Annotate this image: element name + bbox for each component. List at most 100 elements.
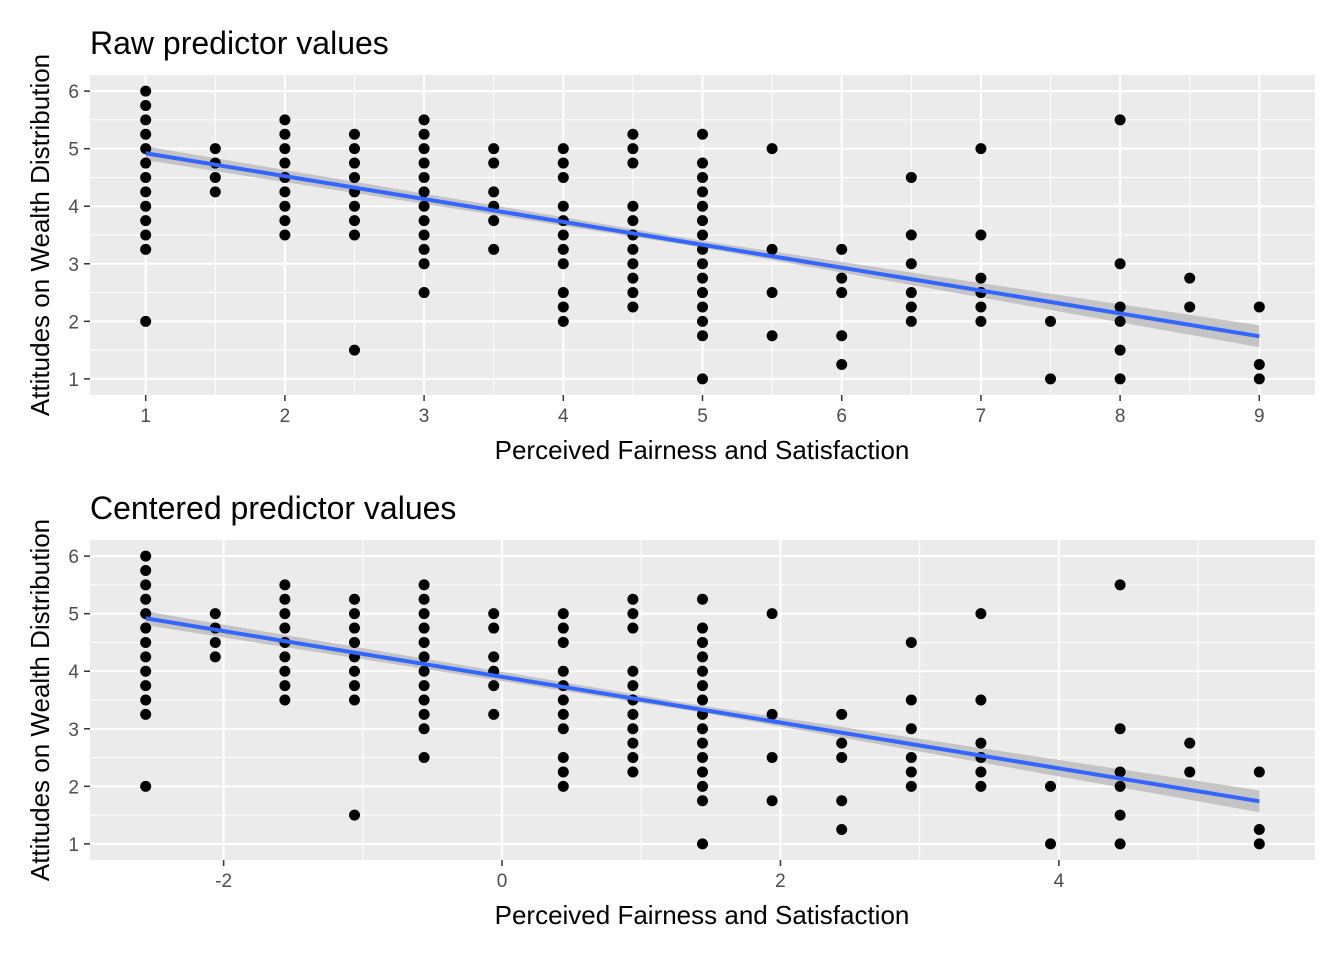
data-point bbox=[836, 737, 848, 749]
data-point bbox=[209, 636, 221, 648]
y-tick-label: 2 bbox=[68, 312, 79, 333]
data-point bbox=[488, 622, 500, 634]
data-point bbox=[488, 215, 500, 227]
y-tick-label: 1 bbox=[68, 835, 79, 856]
data-point bbox=[1114, 579, 1126, 591]
data-point bbox=[1253, 301, 1265, 313]
data-point bbox=[140, 114, 152, 126]
data-point bbox=[557, 315, 569, 327]
y-tick-label: 6 bbox=[68, 547, 79, 568]
data-point bbox=[627, 737, 639, 749]
data-point bbox=[697, 780, 708, 792]
data-point bbox=[140, 622, 152, 634]
data-point bbox=[348, 128, 360, 140]
data-point bbox=[279, 651, 291, 663]
data-point bbox=[627, 680, 639, 692]
data-point bbox=[1253, 838, 1265, 850]
x-axis-label: Perceived Fairness and Satisfaction bbox=[495, 900, 910, 930]
data-point bbox=[1184, 272, 1196, 284]
data-point bbox=[557, 200, 569, 212]
x-tick-label: 9 bbox=[1254, 406, 1265, 427]
data-point bbox=[557, 665, 569, 677]
data-point bbox=[1114, 114, 1126, 126]
data-point bbox=[1114, 766, 1126, 778]
data-point bbox=[836, 358, 848, 370]
data-point bbox=[1114, 258, 1126, 270]
data-point bbox=[627, 301, 639, 313]
data-point bbox=[279, 229, 291, 241]
data-point bbox=[418, 200, 430, 212]
data-point bbox=[1114, 373, 1126, 385]
data-point bbox=[697, 157, 708, 169]
data-point bbox=[975, 766, 987, 778]
data-point bbox=[557, 694, 569, 706]
x-tick-label: 8 bbox=[1115, 406, 1126, 427]
data-point bbox=[766, 243, 778, 255]
data-point bbox=[697, 272, 708, 284]
data-point bbox=[1114, 780, 1126, 792]
data-point bbox=[348, 200, 360, 212]
data-point bbox=[1114, 301, 1126, 313]
data-point bbox=[627, 200, 639, 212]
data-point bbox=[557, 608, 569, 620]
data-point bbox=[557, 287, 569, 299]
data-point bbox=[348, 665, 360, 677]
data-point bbox=[905, 315, 917, 327]
data-point bbox=[627, 766, 639, 778]
data-point bbox=[766, 752, 778, 764]
data-point bbox=[140, 680, 152, 692]
data-point bbox=[975, 737, 987, 749]
data-point bbox=[697, 315, 708, 327]
data-point bbox=[1045, 780, 1057, 792]
data-point bbox=[418, 694, 430, 706]
data-point bbox=[766, 708, 778, 720]
data-point bbox=[836, 708, 848, 720]
data-point bbox=[1114, 344, 1126, 356]
data-point bbox=[975, 608, 987, 620]
data-point bbox=[905, 752, 917, 764]
data-point bbox=[627, 665, 639, 677]
x-tick-label: 4 bbox=[558, 406, 569, 427]
data-point bbox=[836, 752, 848, 764]
data-point bbox=[905, 636, 917, 648]
data-point bbox=[836, 795, 848, 807]
data-point bbox=[140, 200, 152, 212]
data-point bbox=[1184, 766, 1196, 778]
data-point bbox=[279, 694, 291, 706]
data-point bbox=[766, 287, 778, 299]
data-point bbox=[627, 752, 639, 764]
data-point bbox=[1253, 358, 1265, 370]
data-point bbox=[140, 186, 152, 198]
x-axis-label: Perceived Fairness and Satisfaction bbox=[495, 435, 910, 465]
data-point bbox=[766, 608, 778, 620]
data-point bbox=[905, 258, 917, 270]
data-point bbox=[1045, 315, 1057, 327]
data-point bbox=[697, 128, 708, 140]
chart-title: Raw predictor values bbox=[90, 25, 389, 61]
x-tick-label: 3 bbox=[419, 406, 430, 427]
data-point bbox=[697, 766, 708, 778]
data-point bbox=[905, 780, 917, 792]
data-point bbox=[836, 823, 848, 835]
data-point bbox=[627, 258, 639, 270]
y-tick-label: 2 bbox=[68, 777, 79, 798]
data-point bbox=[418, 622, 430, 634]
data-point bbox=[418, 680, 430, 692]
chart-raw-predictor: Raw predictor values 1 2 3 4 5 6 7 8 9 1 2 3 4 5 6 Pe… bbox=[25, 25, 1315, 465]
data-point bbox=[627, 708, 639, 720]
data-point bbox=[140, 636, 152, 648]
data-point bbox=[697, 330, 708, 342]
data-point bbox=[836, 272, 848, 284]
data-point bbox=[557, 143, 569, 155]
data-point bbox=[488, 708, 500, 720]
data-point bbox=[418, 579, 430, 591]
data-point bbox=[140, 579, 152, 591]
data-point bbox=[905, 171, 917, 183]
data-point bbox=[627, 287, 639, 299]
data-point bbox=[348, 157, 360, 169]
data-point bbox=[1114, 723, 1126, 735]
data-point bbox=[140, 550, 152, 562]
data-point bbox=[209, 143, 221, 155]
data-point bbox=[627, 157, 639, 169]
